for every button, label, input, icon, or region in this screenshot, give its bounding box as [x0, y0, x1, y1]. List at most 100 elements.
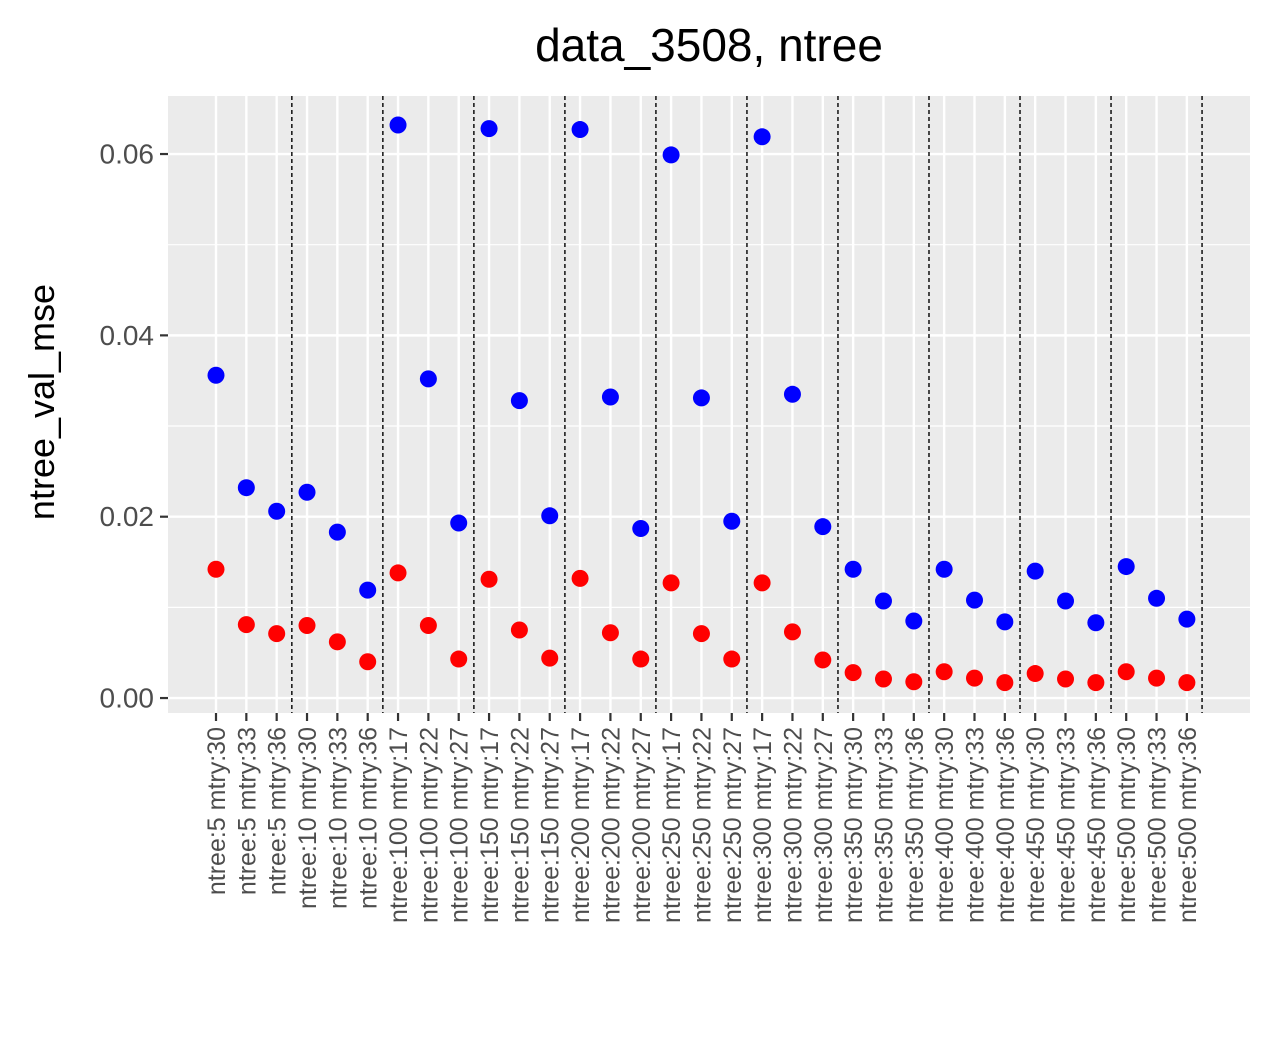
x-tick-label: ntree:150 mtry:17	[476, 727, 504, 923]
data-point	[996, 674, 1014, 692]
x-tick-label: ntree:500 mtry:30	[1113, 727, 1141, 923]
x-tick-label: ntree:150 mtry:27	[537, 727, 565, 923]
data-point	[1117, 558, 1135, 576]
data-point	[753, 128, 771, 146]
x-tick-label: ntree:5 mtry:33	[233, 727, 261, 895]
data-point	[1057, 592, 1075, 610]
data-point	[419, 617, 437, 635]
x-tick-label: ntree:350 mtry:36	[901, 727, 929, 923]
data-point	[692, 625, 710, 643]
data-point	[1057, 670, 1075, 688]
x-tick-label: ntree:300 mtry:27	[810, 727, 838, 923]
plot-panel	[168, 96, 1250, 713]
data-point	[874, 592, 892, 610]
x-tick-label: ntree:250 mtry:17	[658, 727, 686, 923]
x-tick-label: ntree:250 mtry:27	[719, 727, 747, 923]
data-point	[662, 146, 680, 164]
data-point	[1087, 674, 1105, 692]
data-point	[905, 673, 923, 691]
data-point	[814, 518, 832, 536]
data-point	[632, 650, 650, 668]
y-tick-label: 0.02	[100, 501, 155, 532]
data-point	[450, 514, 468, 532]
x-tick-label: ntree:350 mtry:30	[840, 727, 868, 923]
x-tick-label: ntree:5 mtry:30	[203, 727, 231, 895]
data-point	[814, 651, 832, 669]
data-point	[510, 621, 528, 639]
data-point	[207, 366, 225, 384]
data-point	[359, 581, 377, 599]
data-point	[389, 116, 407, 134]
data-point	[268, 625, 286, 643]
y-tick-label: 0.06	[100, 139, 155, 170]
x-tick-label: ntree:400 mtry:33	[962, 727, 990, 923]
data-point	[359, 653, 377, 671]
data-point	[1178, 610, 1196, 628]
data-point	[723, 650, 741, 668]
x-tick-label: ntree:10 mtry:36	[355, 727, 383, 909]
x-tick-label: ntree:450 mtry:30	[1022, 727, 1050, 923]
data-point	[541, 507, 559, 525]
data-point	[1148, 669, 1166, 687]
x-tick-label: ntree:10 mtry:33	[324, 727, 352, 909]
data-point	[783, 623, 801, 641]
data-point	[935, 663, 953, 681]
data-point	[632, 519, 650, 537]
x-tick-label: ntree:500 mtry:33	[1144, 727, 1172, 923]
data-point	[966, 669, 983, 687]
x-tick-label: ntree:100 mtry:22	[415, 727, 443, 923]
y-tick-label: 0.00	[100, 683, 155, 714]
data-point	[510, 392, 528, 410]
data-point	[571, 121, 589, 139]
data-point	[237, 479, 255, 497]
x-tick-label: ntree:100 mtry:17	[385, 727, 413, 923]
data-point	[905, 612, 923, 630]
data-point	[662, 574, 680, 592]
y-tick-label: 0.04	[100, 320, 155, 351]
data-point	[298, 483, 316, 501]
data-point	[237, 616, 255, 634]
data-point	[480, 570, 498, 588]
data-point	[601, 624, 619, 642]
data-point	[753, 574, 771, 592]
x-tick-label: ntree:200 mtry:22	[597, 727, 625, 923]
x-tick-label: ntree:450 mtry:36	[1083, 727, 1111, 923]
data-point	[1026, 562, 1044, 580]
data-point	[1148, 589, 1166, 607]
data-point	[1087, 614, 1105, 632]
data-point	[419, 370, 437, 388]
data-point	[844, 560, 862, 578]
x-tick-label: ntree:400 mtry:30	[931, 727, 959, 923]
x-tick-label: ntree:400 mtry:36	[992, 727, 1020, 923]
data-point	[1178, 674, 1196, 692]
data-point	[450, 650, 468, 668]
x-tick-label: ntree:100 mtry:27	[446, 727, 474, 923]
x-tick-label: ntree:450 mtry:33	[1053, 727, 1081, 923]
x-tick-label: ntree:300 mtry:17	[749, 727, 777, 923]
data-point	[328, 633, 346, 651]
data-point	[692, 389, 710, 407]
data-point	[480, 120, 498, 138]
data-point	[328, 523, 346, 541]
data-point	[389, 564, 407, 582]
x-tick-label: ntree:500 mtry:36	[1174, 727, 1202, 923]
data-point	[783, 385, 801, 403]
data-point	[723, 512, 741, 530]
data-point	[935, 560, 953, 578]
x-tick-label: ntree:150 mtry:22	[506, 727, 534, 923]
data-point	[571, 569, 589, 587]
data-point	[1117, 663, 1135, 681]
data-point	[207, 560, 225, 578]
data-point	[298, 617, 316, 635]
data-point	[844, 664, 862, 682]
x-tick-label: ntree:200 mtry:17	[567, 727, 595, 923]
data-point	[996, 613, 1014, 631]
data-point	[874, 670, 892, 688]
x-tick-label: ntree:10 mtry:30	[294, 727, 322, 909]
x-tick-label: ntree:5 mtry:36	[264, 727, 292, 895]
x-tick-label: ntree:200 mtry:27	[628, 727, 656, 923]
x-tick-label: ntree:300 mtry:22	[779, 727, 807, 923]
x-tick-label: ntree:350 mtry:33	[870, 727, 898, 923]
